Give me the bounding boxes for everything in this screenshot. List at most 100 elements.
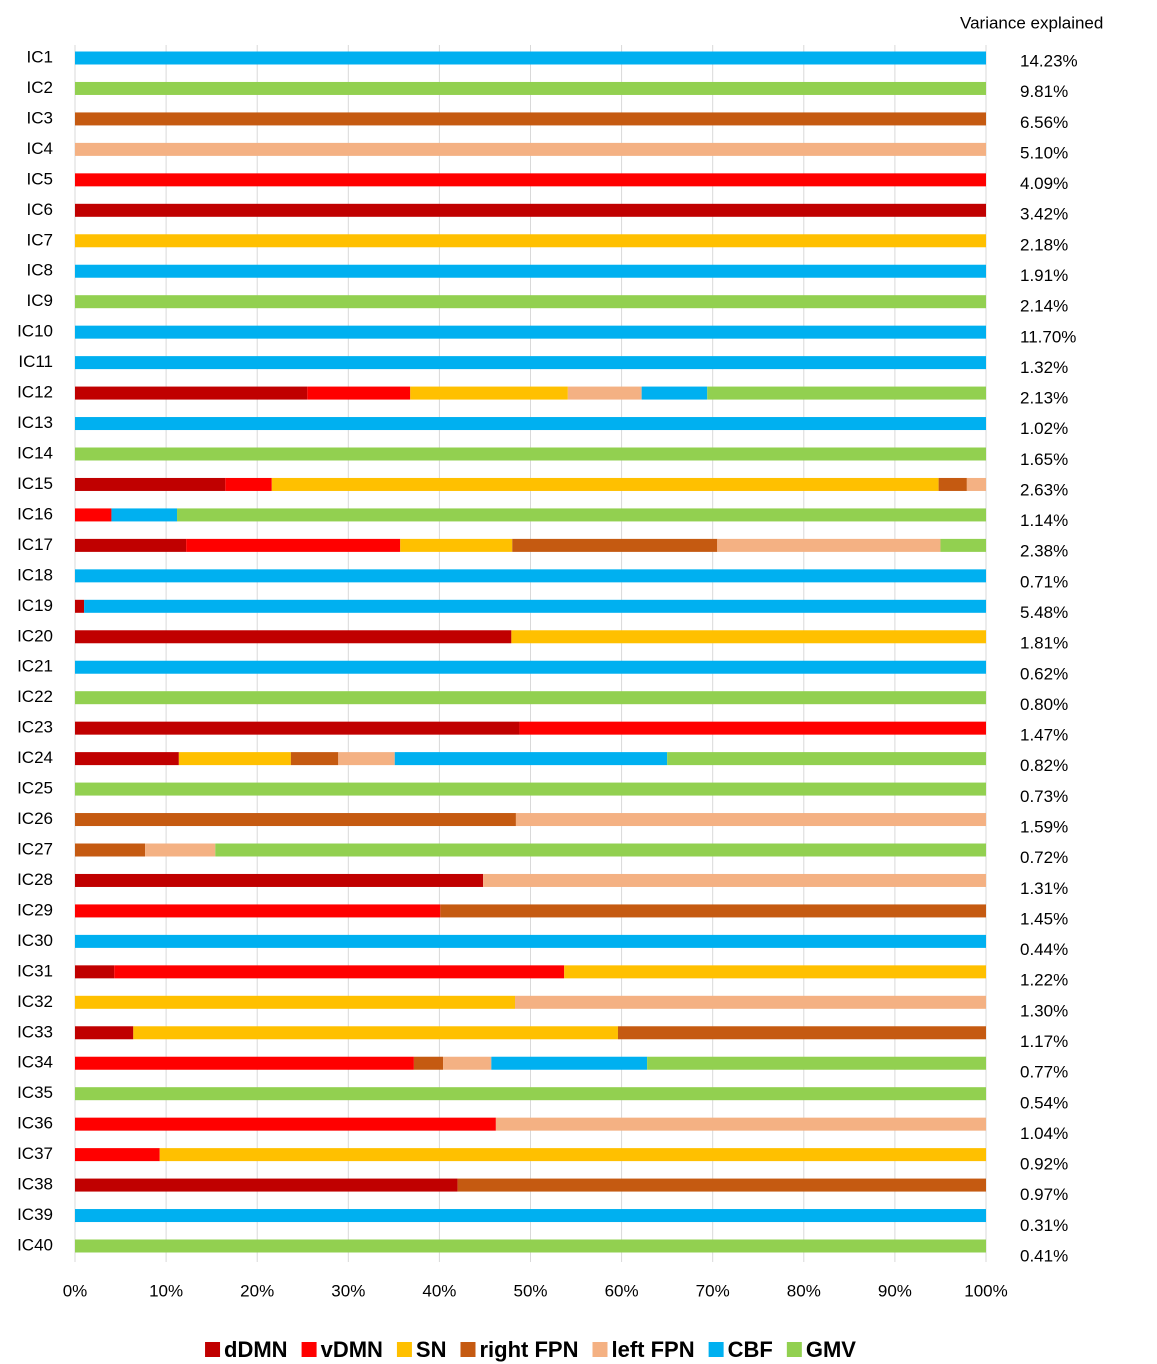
y-tick-label: IC5 <box>27 169 53 188</box>
bar-segment <box>617 1026 986 1040</box>
y-tick-label: IC7 <box>27 230 53 249</box>
bar-segment <box>75 873 484 887</box>
y-tick-label: IC24 <box>17 748 53 767</box>
bar-segment <box>75 1056 414 1070</box>
variance-label: 2.38% <box>1020 542 1068 561</box>
bar-segment <box>940 538 986 552</box>
y-tick-label: IC9 <box>27 291 53 310</box>
variance-label: 0.80% <box>1020 695 1068 714</box>
bar-segment <box>75 142 986 156</box>
x-tick-label: 70% <box>696 1281 730 1300</box>
bar-segment <box>75 1117 496 1131</box>
bar-segment <box>75 813 516 827</box>
bar-segment <box>84 599 987 613</box>
bar-segment <box>75 112 986 126</box>
bar-segment <box>75 995 516 1009</box>
legend-swatch <box>708 1342 724 1357</box>
bar-segment <box>564 965 986 979</box>
y-tick-label: IC26 <box>17 809 53 828</box>
variance-label: 0.31% <box>1020 1216 1068 1235</box>
y-tick-label: IC23 <box>17 718 53 737</box>
variance-label: 3.42% <box>1020 205 1068 224</box>
variance-label: 9.81% <box>1020 82 1068 101</box>
bar-segment <box>75 1026 134 1040</box>
bar-segment <box>178 752 291 766</box>
bar-segment <box>667 752 986 766</box>
bar-segment <box>159 1148 986 1162</box>
legend-label: left FPN <box>611 1337 694 1362</box>
y-tick-label: IC17 <box>17 535 53 554</box>
variance-label: 0.97% <box>1020 1185 1068 1204</box>
variance-label: 1.32% <box>1020 358 1068 377</box>
variance-label: 1.14% <box>1020 511 1068 530</box>
bar-segment <box>186 538 401 552</box>
y-tick-label: IC27 <box>17 839 53 858</box>
bar-segment <box>307 386 411 400</box>
variance-label: 0.77% <box>1020 1063 1068 1082</box>
bar-segment <box>75 51 986 65</box>
bar-segment <box>938 477 967 491</box>
y-tick-label: IC28 <box>17 870 53 889</box>
variance-label: 2.63% <box>1020 480 1068 499</box>
bar-segment <box>515 995 986 1009</box>
y-tick-label: IC12 <box>17 383 53 402</box>
bar-segment <box>400 538 513 552</box>
variance-label: 2.18% <box>1020 235 1068 254</box>
x-tick-label: 100% <box>964 1281 1007 1300</box>
variance-label: 5.10% <box>1020 143 1068 162</box>
variance-label: 5.48% <box>1020 603 1068 622</box>
variance-label: 1.81% <box>1020 634 1068 653</box>
x-tick-label: 10% <box>149 1281 183 1300</box>
y-tick-label: IC16 <box>17 504 53 523</box>
variance-label: 0.71% <box>1020 572 1068 591</box>
bar-segment <box>75 508 112 522</box>
bar-segment <box>443 1056 492 1070</box>
y-tick-label: IC30 <box>17 931 53 950</box>
y-tick-label: IC1 <box>27 47 53 66</box>
bar-segment <box>515 813 986 827</box>
bar-segment <box>413 1056 444 1070</box>
y-tick-label: IC29 <box>17 900 53 919</box>
bar-segment <box>394 752 668 766</box>
y-tick-label: IC39 <box>17 1205 53 1224</box>
variance-label: 0.82% <box>1020 756 1068 775</box>
bar-segment <box>145 843 216 857</box>
bar-segment <box>641 386 708 400</box>
x-tick-label: 90% <box>878 1281 912 1300</box>
variance-label: 1.02% <box>1020 419 1068 438</box>
y-tick-label: IC3 <box>27 108 53 127</box>
bar-segment <box>512 538 718 552</box>
y-tick-label: IC10 <box>17 322 53 341</box>
bar-segment <box>75 1209 986 1223</box>
y-tick-label: IC15 <box>17 474 53 493</box>
y-tick-label: IC37 <box>17 1144 53 1163</box>
x-tick-label: 60% <box>605 1281 639 1300</box>
variance-label: 0.72% <box>1020 848 1068 867</box>
bar-segment <box>225 477 272 491</box>
y-tick-label: IC4 <box>27 139 53 158</box>
y-tick-label: IC20 <box>17 626 53 645</box>
bar-segment <box>75 203 986 217</box>
bar-segment <box>75 934 986 948</box>
bar-segment <box>410 386 568 400</box>
bar-segment <box>75 264 986 278</box>
variance-label: 1.91% <box>1020 266 1068 285</box>
bar-segment <box>75 386 308 400</box>
bar-segment <box>75 295 986 309</box>
legend-label: vDMN <box>321 1337 383 1362</box>
x-tick-label: 40% <box>422 1281 456 1300</box>
y-tick-label: IC19 <box>17 596 53 615</box>
variance-label: 0.41% <box>1020 1246 1068 1265</box>
bar-segment <box>495 1117 986 1131</box>
y-tick-label: IC25 <box>17 779 53 798</box>
y-tick-label: IC8 <box>27 261 53 280</box>
y-tick-label: IC34 <box>17 1053 53 1072</box>
bar-segment <box>75 1087 986 1101</box>
bar-segment <box>75 721 520 735</box>
y-tick-label: IC11 <box>18 352 53 371</box>
x-tick-label: 30% <box>331 1281 365 1300</box>
y-tick-label: IC14 <box>17 443 53 462</box>
variance-label: 1.47% <box>1020 726 1068 745</box>
variance-label: 1.30% <box>1020 1001 1068 1020</box>
